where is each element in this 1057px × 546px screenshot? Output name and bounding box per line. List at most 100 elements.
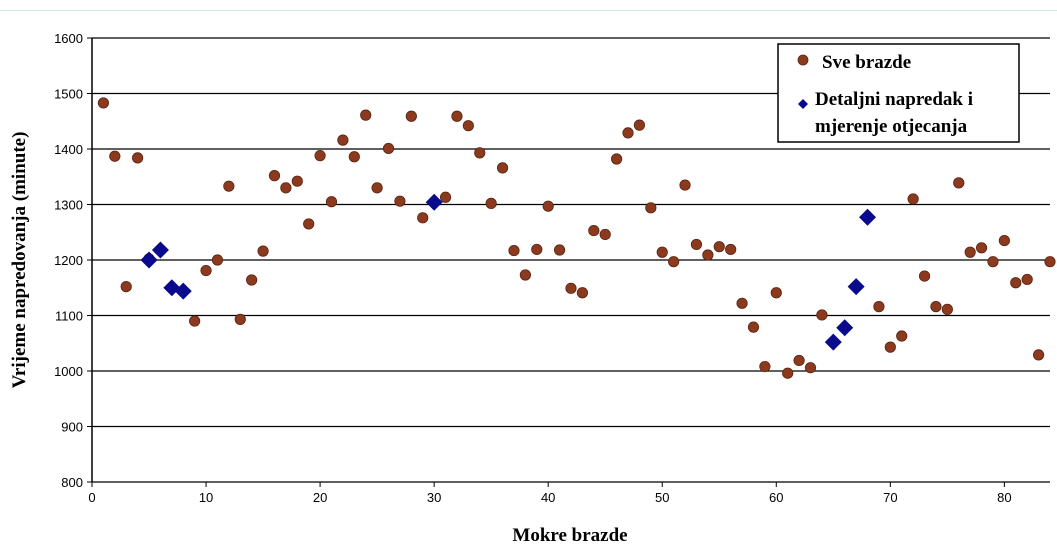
x-tick-labels: 0 10 20 30 40 50 60 70 80 (88, 490, 1011, 505)
point-sve-brazde-24 (405, 110, 417, 122)
point-sve-brazde-60 (873, 301, 885, 313)
point-sve-brazde-19 (348, 151, 360, 163)
point-sve-brazde-11 (257, 245, 269, 257)
point-sve-brazde-43 (633, 119, 646, 131)
point-sve-brazde-46 (668, 256, 680, 268)
point-sve-brazde-71 (998, 234, 1010, 247)
legend-label-detaljni-line-1: Detaljni napredak i (815, 89, 973, 110)
point-sve-brazde-17 (325, 196, 338, 208)
point-sve-brazde-37 (565, 282, 577, 294)
point-sve-brazde-41 (611, 153, 623, 165)
point-sve-brazde-67 (953, 177, 965, 189)
point-sve-brazde-9 (234, 313, 246, 325)
point-sve-brazde-26 (439, 191, 452, 203)
point-sve-brazde-25 (417, 212, 429, 224)
point-sve-brazde-45 (656, 246, 668, 258)
point-sve-brazde-44 (645, 202, 657, 214)
x-tick-label-30: 30 (427, 490, 441, 505)
point-sve-brazde-64 (918, 270, 931, 282)
point-sve-brazde-30 (485, 197, 497, 209)
point-sve-brazde-62 (896, 330, 908, 342)
point-sve-brazde-2 (120, 281, 132, 293)
point-detaljni-3 (174, 282, 192, 300)
x-tick-label-0: 0 (88, 490, 95, 505)
axes (87, 37, 1005, 487)
x-tick-label-70: 70 (883, 490, 897, 505)
point-sve-brazde-5 (189, 315, 201, 327)
point-sve-brazde-59 (816, 309, 828, 321)
point-sve-brazde-51 (725, 243, 737, 256)
point-sve-brazde-69 (975, 242, 988, 254)
point-detaljni-1 (151, 241, 169, 259)
legend-label-sve-brazde: Sve brazde (822, 52, 911, 73)
point-sve-brazde-74 (1032, 349, 1045, 361)
x-tick-label-40: 40 (541, 490, 555, 505)
point-detaljni-0 (140, 251, 158, 269)
point-sve-brazde-50 (713, 241, 725, 253)
point-detaljni-6 (836, 319, 854, 337)
y-tick-labels: 800 900 1000 1100 1200 1300 1400 1500 1600 (54, 31, 83, 490)
y-tick-label-1500: 1500 (54, 87, 83, 102)
point-sve-brazde-10 (246, 274, 258, 286)
point-sve-brazde-42 (622, 127, 634, 139)
y-tick-label-1200: 1200 (54, 253, 83, 268)
point-sve-brazde-0 (97, 97, 110, 109)
point-sve-brazde-12 (268, 170, 281, 182)
point-sve-brazde-32 (508, 244, 520, 257)
point-sve-brazde-22 (382, 142, 395, 155)
point-sve-brazde-49 (702, 249, 714, 261)
point-sve-brazde-73 (1021, 273, 1033, 286)
point-sve-brazde-23 (394, 195, 406, 207)
point-sve-brazde-40 (599, 228, 611, 241)
x-tick-label-50: 50 (655, 490, 669, 505)
point-sve-brazde-54 (759, 360, 771, 373)
point-sve-brazde-36 (553, 244, 566, 256)
point-sve-brazde-3 (132, 152, 144, 164)
series-sve-brazde (97, 97, 1056, 379)
x-tick-label-60: 60 (769, 490, 783, 505)
point-sve-brazde-58 (804, 362, 817, 374)
y-tick-label-1100: 1100 (55, 309, 83, 324)
point-sve-brazde-38 (576, 287, 589, 299)
y-tick-label-1000: 1000 (54, 364, 83, 379)
data-points (97, 97, 1056, 379)
point-sve-brazde-29 (474, 147, 486, 159)
x-axis-title: Mokre brazde (512, 525, 627, 546)
x-tick-label-20: 20 (313, 490, 327, 505)
point-sve-brazde-66 (941, 303, 953, 315)
point-sve-brazde-28 (462, 120, 474, 132)
y-tick-label-1300: 1300 (54, 198, 83, 213)
point-detaljni-5 (824, 333, 842, 351)
x-tick-label-80: 80 (997, 490, 1011, 505)
series-detaljni-napredak (140, 193, 877, 351)
point-sve-brazde-63 (907, 193, 919, 205)
point-sve-brazde-70 (987, 256, 999, 268)
point-sve-brazde-15 (303, 218, 315, 230)
point-sve-brazde-57 (793, 354, 805, 367)
point-sve-brazde-27 (451, 110, 463, 122)
point-sve-brazde-1 (109, 150, 121, 162)
point-sve-brazde-18 (337, 134, 349, 146)
top-border-line (0, 10, 1057, 11)
legend-box (777, 43, 1020, 143)
point-sve-brazde-6 (200, 264, 212, 277)
point-sve-brazde-55 (770, 287, 782, 299)
y-tick-label-900: 900 (61, 420, 83, 435)
point-sve-brazde-61 (884, 341, 896, 353)
point-sve-brazde-8 (223, 180, 235, 192)
legend-label-detaljni: Detaljni napredak i mjerenje otjecanja (815, 89, 978, 137)
point-sve-brazde-20 (360, 109, 372, 121)
point-sve-brazde-53 (747, 321, 760, 333)
legend-label-detaljni-line-2: mjerenje otjecanja (815, 116, 968, 137)
y-tick-label-1600: 1600 (54, 31, 83, 46)
legend-marker-sve-brazde (797, 54, 809, 66)
point-sve-brazde-13 (280, 182, 292, 194)
y-axis-title: Vrijeme napredovanja (minute) (9, 132, 30, 389)
y-tick-label-1400: 1400 (54, 142, 83, 157)
point-sve-brazde-7 (211, 254, 224, 266)
point-sve-brazde-35 (542, 200, 554, 212)
point-detaljni-8 (859, 208, 877, 226)
point-sve-brazde-31 (496, 162, 509, 174)
y-tick-label-800: 800 (61, 475, 83, 490)
